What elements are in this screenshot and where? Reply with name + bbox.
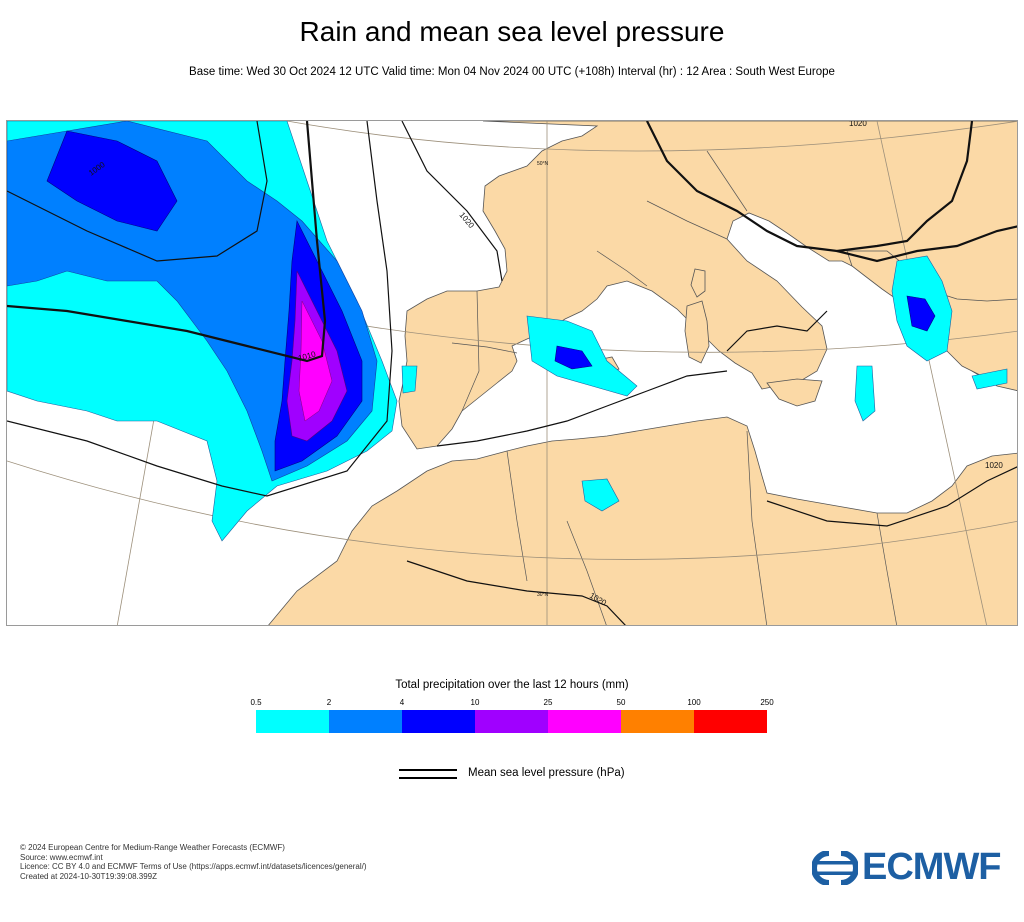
- footer-line: © 2024 European Centre for Medium-Range …: [20, 843, 285, 852]
- map-svg: 1000 1020 1020 1020 1020 1010 50°N 30°N: [7, 121, 1017, 625]
- isobar-label: 1020: [457, 211, 476, 231]
- isobar-layer: [7, 121, 1017, 625]
- precip-layer: [7, 121, 1008, 542]
- isobar-legend-line: [399, 769, 457, 779]
- legend-tick-label: 2: [326, 698, 332, 707]
- colorbar: [256, 710, 767, 733]
- legend-tick-label: 50: [616, 698, 626, 707]
- colorbar-swatch: [548, 710, 621, 733]
- legend-tick-label: 0.5: [250, 698, 262, 707]
- legend-tick-label: 10: [470, 698, 480, 707]
- colorbar-swatch: [256, 710, 329, 733]
- map-panel: 1000 1020 1020 1020 1020 1010 50°N 30°N: [6, 120, 1018, 626]
- legend-tick-label: 100: [687, 698, 701, 707]
- land-north-africa: [268, 416, 1017, 625]
- colorbar-swatch: [694, 710, 767, 733]
- graticule-label: 30°N: [537, 592, 549, 598]
- borders-layer: [451, 150, 897, 625]
- footer-line: Source: www.ecmwf.int: [20, 852, 103, 862]
- ecmwf-logo: ECMWF: [812, 846, 1002, 889]
- isobar-label: 1020: [849, 121, 867, 128]
- land-sardinia: [684, 300, 710, 364]
- legend-title: Total precipitation over the last 12 hou…: [395, 679, 629, 691]
- ecmwf-logo-icon: [812, 850, 858, 885]
- footer-line: Created at 2024-10-30T19:39:08.399Z: [20, 871, 157, 881]
- land-europe: [398, 121, 1017, 450]
- chart-title: Rain and mean sea level pressure: [299, 16, 725, 47]
- footer-credits: © 2024 European Centre for Medium-Range …: [20, 843, 367, 881]
- colorbar-swatch: [475, 710, 548, 733]
- ecmwf-logo-text: ECMWF: [862, 846, 1002, 888]
- land-corsica: [690, 268, 706, 298]
- isobar-legend-label: Mean sea level pressure (hPa): [468, 767, 625, 779]
- legend-tick-label: 25: [543, 698, 553, 707]
- colorbar-swatch: [621, 710, 694, 733]
- footer-line: Licence: CC BY 4.0 and ECMWF Terms of Us…: [20, 862, 367, 872]
- land-sicily: [766, 378, 823, 407]
- graticule-label: 50°N: [537, 161, 549, 167]
- chart-subtitle: Base time: Wed 30 Oct 2024 12 UTC Valid …: [189, 66, 835, 78]
- colorbar-swatch: [329, 710, 402, 733]
- isobar-label: 1020: [985, 461, 1003, 470]
- legend-tick-label: 250: [760, 698, 774, 707]
- colorbar-swatch: [402, 710, 475, 733]
- legend-tick-label: 4: [399, 698, 405, 707]
